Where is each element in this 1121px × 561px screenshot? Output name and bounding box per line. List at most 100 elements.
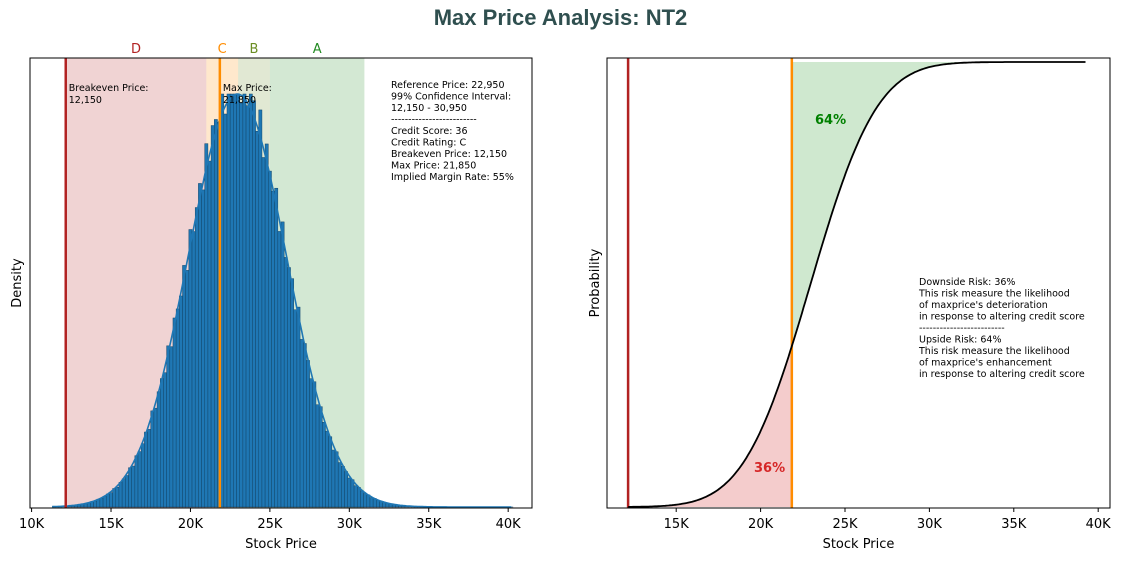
histogram-bar xyxy=(236,93,240,508)
risk-line: Upside Risk: 64% xyxy=(919,335,1002,346)
histogram-bar xyxy=(261,157,266,508)
histogram-bar xyxy=(322,421,326,508)
x-tick-label: 25K xyxy=(832,517,858,532)
risk-description-box: Downside Risk: 36% This risk measure the… xyxy=(918,277,1085,380)
info-line: Max Price: 21,850 xyxy=(391,161,476,172)
histogram-bars xyxy=(51,93,514,508)
histogram-bar xyxy=(198,183,202,508)
histogram-bar xyxy=(220,93,225,508)
histogram-bar xyxy=(233,93,237,508)
histogram-bar xyxy=(277,231,282,508)
histogram-bar xyxy=(245,105,250,508)
density-axes-frame xyxy=(29,57,533,509)
histogram-bar xyxy=(255,130,260,508)
x-tick-label: 20K xyxy=(178,517,204,532)
zone-label-d: D xyxy=(131,42,141,57)
info-line: 12,150 - 30,950 xyxy=(391,103,467,114)
histogram-bar xyxy=(93,500,97,508)
histogram-bar xyxy=(172,317,177,508)
histogram-bar xyxy=(252,100,256,508)
summary-info-box: Reference Price: 22,950 99% Confidence I… xyxy=(391,80,514,183)
histogram-bar xyxy=(341,466,345,508)
x-tick-label: 40K xyxy=(496,517,522,532)
histogram-bar xyxy=(287,267,291,508)
upside-area xyxy=(791,62,1087,347)
histogram-bar xyxy=(125,475,129,508)
histogram-bar xyxy=(121,478,126,508)
info-line: Breakeven Price: 12,150 xyxy=(391,149,507,160)
histogram-bar xyxy=(306,360,310,508)
histogram-bar xyxy=(144,431,148,508)
cdf-curve xyxy=(628,61,1086,508)
density-curve xyxy=(52,93,512,508)
histogram-bar xyxy=(334,451,339,508)
risk-line: This risk measure the likelihood xyxy=(918,289,1070,300)
risk-line: Downside Risk: 36% xyxy=(919,277,1015,288)
downside-percent-label: 36% xyxy=(754,461,785,476)
histogram-bar xyxy=(131,465,136,508)
zone-label-a: A xyxy=(313,42,322,57)
upside-percent-label: 64% xyxy=(815,113,846,128)
zone-label-b: B xyxy=(250,42,259,57)
x-tick-label: 30K xyxy=(337,517,363,532)
histogram-bar xyxy=(140,443,145,508)
chart-title: Max Price Analysis: NT2 xyxy=(433,5,688,30)
histogram-bar xyxy=(223,113,228,508)
density-panel: D C B A Breakeven Price: 12,150 Max Price: … xyxy=(10,42,533,552)
histogram-bar xyxy=(302,343,307,508)
x-tick-label: 35K xyxy=(1001,517,1027,532)
histogram-bar xyxy=(363,493,368,508)
risk-line: This risk measure the likelihood xyxy=(918,346,1070,357)
histogram-bar xyxy=(350,479,355,508)
histogram-bar xyxy=(360,490,364,508)
histogram-bar xyxy=(325,430,329,508)
histogram-bar xyxy=(357,487,361,508)
histogram-bar xyxy=(182,265,186,508)
max-price-label: Max Price: xyxy=(223,83,272,94)
histogram-bar xyxy=(290,278,294,508)
histogram-bar xyxy=(99,498,104,508)
histogram-bar xyxy=(280,221,285,508)
histogram-bar xyxy=(312,381,317,508)
histogram-bar xyxy=(112,488,117,508)
x-tick-label: 10K xyxy=(19,517,45,532)
breakeven-value: 12,150 xyxy=(69,95,102,106)
density-y-axis-label: Density xyxy=(10,258,25,308)
histogram-bar xyxy=(210,125,215,508)
max-price-value: 21,850 xyxy=(223,95,256,106)
histogram-bar xyxy=(150,410,155,508)
histogram-bar xyxy=(188,229,193,508)
histogram-bar xyxy=(214,119,218,508)
histogram-bar xyxy=(268,170,272,508)
info-line: Reference Price: 22,950 xyxy=(391,80,505,91)
risk-line: in response to altering credit score xyxy=(919,312,1085,323)
x-tick-label: 40K xyxy=(1086,517,1112,532)
risk-line: ------------------------- xyxy=(919,323,1005,334)
density-x-axis-label: Stock Price xyxy=(245,537,317,552)
histogram-bar xyxy=(283,257,288,508)
histogram-bar xyxy=(293,309,298,508)
histogram-bar xyxy=(309,378,314,508)
histogram-bar xyxy=(147,429,151,508)
cdf-x-axis-label: Stock Price xyxy=(823,537,895,552)
histogram-bar xyxy=(109,492,113,508)
zone-label-c: C xyxy=(218,42,227,57)
histogram-bar xyxy=(166,345,171,508)
histogram-bar xyxy=(271,190,275,508)
histogram-bar xyxy=(201,189,205,508)
histogram-bar xyxy=(156,391,161,508)
histogram-bar xyxy=(128,467,132,508)
histogram-bar xyxy=(163,372,167,508)
x-tick-label: 30K xyxy=(917,517,943,532)
histogram-bar xyxy=(175,308,180,508)
risk-line: of maxprice's deterioration xyxy=(919,300,1048,311)
histogram-bar xyxy=(115,486,120,508)
info-line: 99% Confidence Interval: xyxy=(391,92,511,103)
breakeven-label: Breakeven Price: xyxy=(69,83,149,94)
histogram-bar xyxy=(248,93,253,508)
histogram-bar xyxy=(299,339,304,508)
info-line: Implied Margin Rate: 55% xyxy=(391,172,514,183)
histogram-bar xyxy=(207,160,212,508)
